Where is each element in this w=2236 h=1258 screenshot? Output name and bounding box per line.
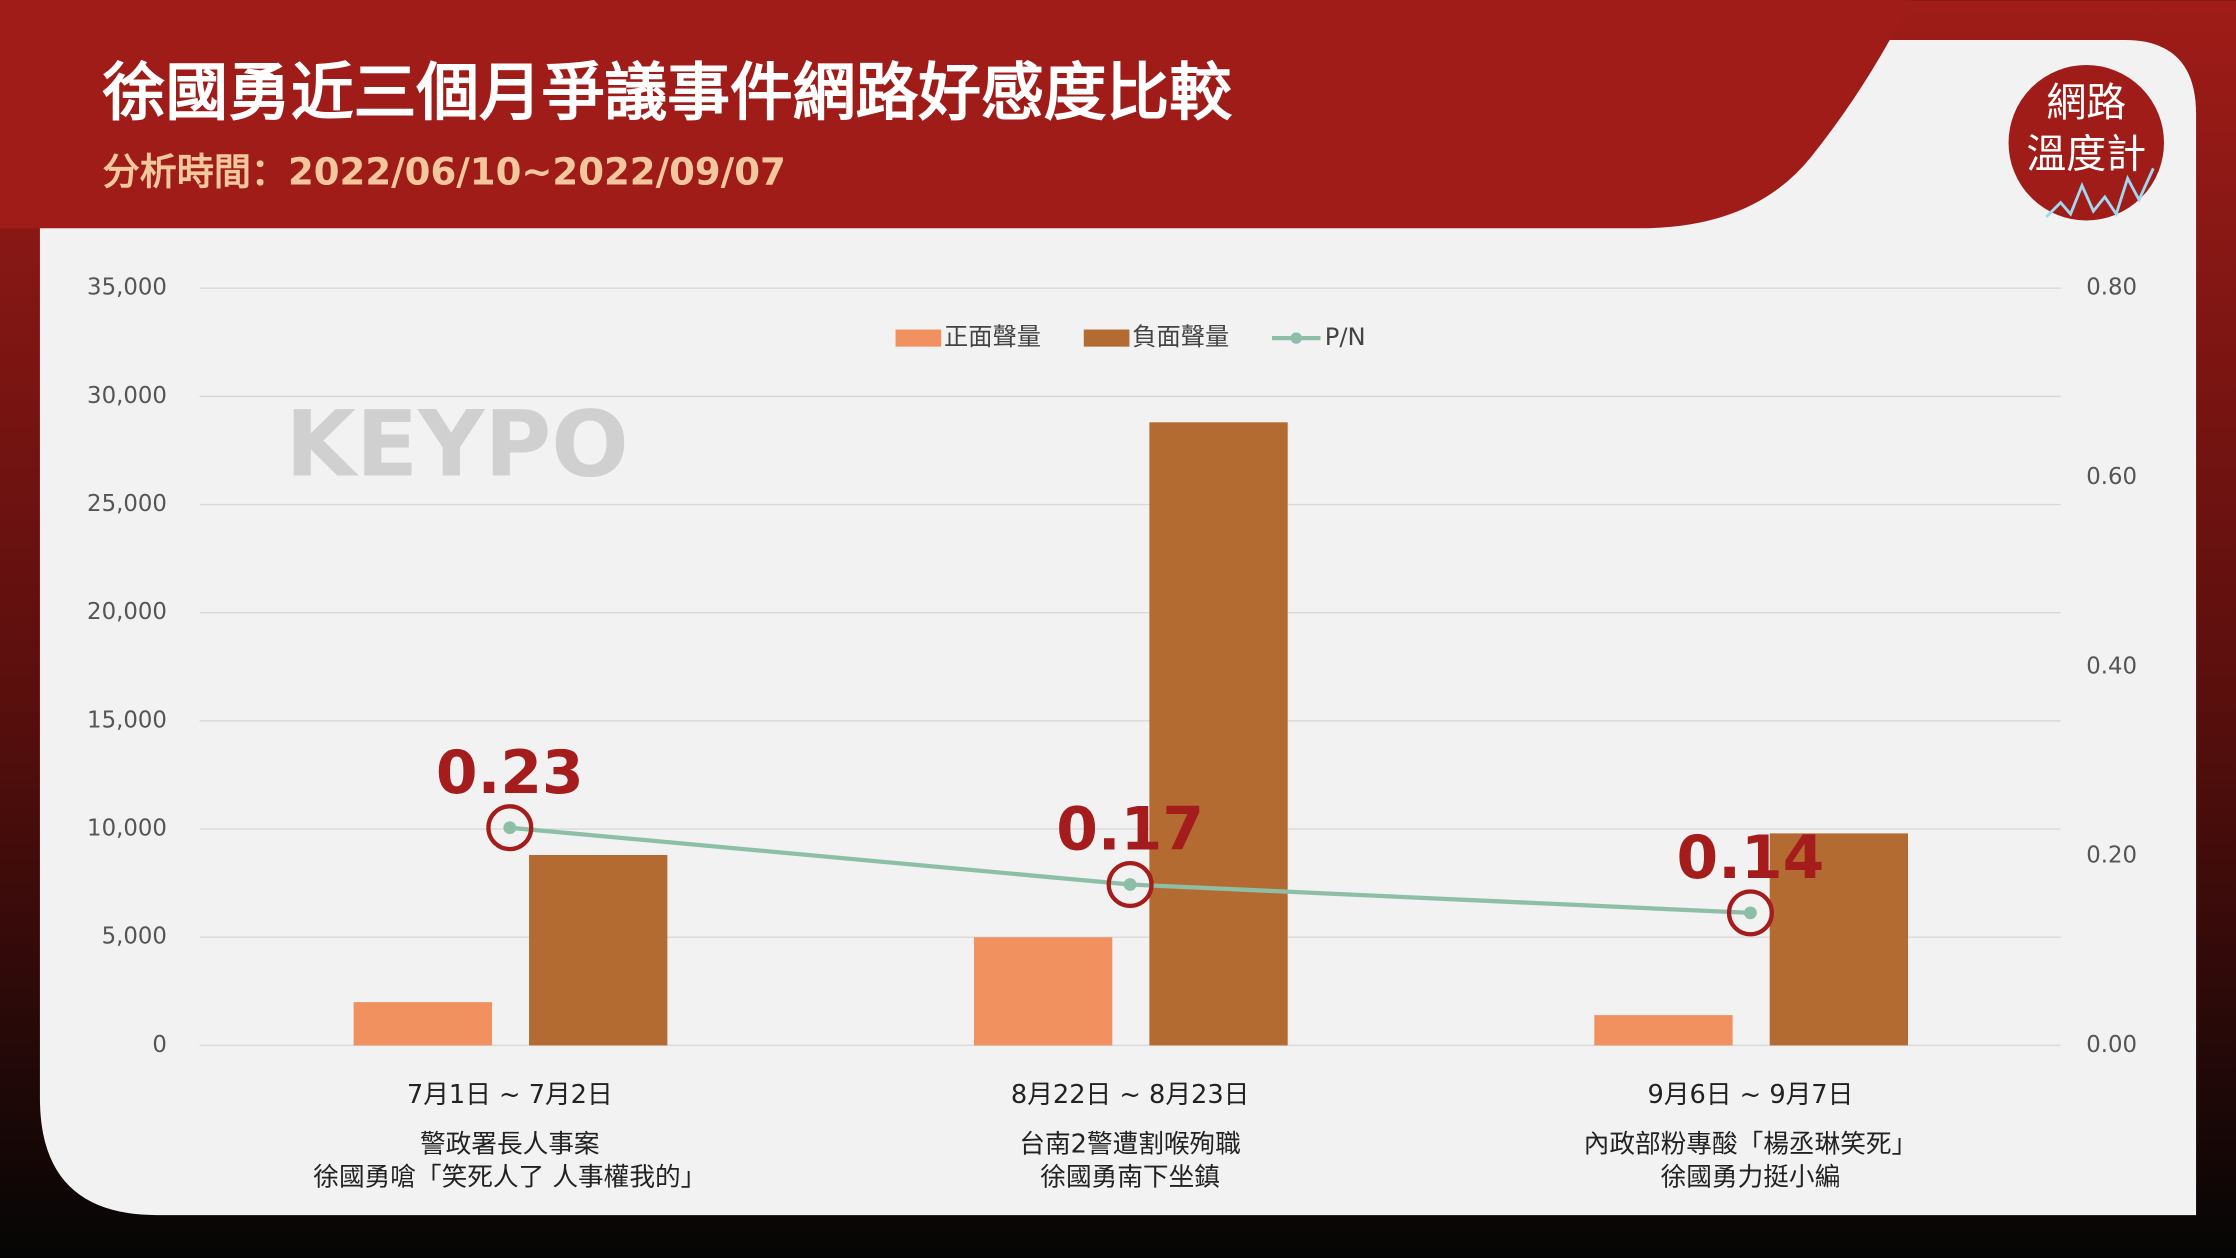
bar [1769, 833, 1909, 1046]
logo-wave [2045, 167, 2155, 218]
data-label: 0.23 [436, 738, 584, 808]
x-tick-label: 徐國勇南下坐鎮 [1040, 1163, 1220, 1193]
bar [529, 855, 668, 1046]
y2-tick-label: 0.80 [2086, 275, 2137, 301]
header-band [0, 0, 1911, 229]
y2-tick-label: 0.20 [2086, 843, 2137, 869]
x-tick-label: 內政部粉專酸「楊丞琳笑死」 [1584, 1130, 1918, 1160]
data-label: 0.17 [1056, 795, 1204, 865]
x-tick-label: 徐國勇力挺小編 [1661, 1163, 1841, 1193]
y-tick-label: 25,000 [87, 491, 167, 517]
title: 徐國勇近三個月爭議事件網路好感度比較 [102, 56, 1232, 129]
subtitle: 分析時間：2022/06/10~2022/09/07 [103, 151, 786, 194]
bar [353, 1002, 492, 1046]
y2-tick-label: 0.40 [2086, 653, 2137, 679]
legend-label: 正面聲量 [944, 322, 1041, 351]
y-tick-label: 0 [152, 1032, 167, 1058]
point [1744, 906, 1757, 920]
point [503, 821, 517, 835]
bar [1149, 422, 1288, 1046]
x-tick-label: 徐國勇嗆「笑死人了 人事權我的」 [313, 1163, 706, 1193]
legend-swatch [895, 329, 942, 347]
x-tick-label: 7月1日 ~ 7月2日 [407, 1080, 613, 1110]
legend-swatch [1083, 329, 1130, 347]
y2-tick-label: 0.00 [2086, 1032, 2137, 1058]
logo-text: 網路 [2046, 80, 2126, 126]
y-tick-label: 5,000 [102, 924, 167, 950]
bar [1594, 1015, 1733, 1046]
point [1123, 878, 1137, 891]
x-tick-label: 台南2警遭割喉殉職 [1019, 1130, 1241, 1160]
y-tick-label: 10,000 [87, 816, 167, 842]
bar [973, 937, 1113, 1046]
legend-label: 負面聲量 [1132, 322, 1229, 351]
point-highlight [1106, 860, 1154, 909]
watermark: KEYPO [285, 391, 629, 498]
y-tick-label: 20,000 [87, 599, 167, 625]
data-label: 0.14 [1677, 823, 1825, 893]
y-tick-label: 35,000 [87, 275, 167, 301]
logo-text: 溫度計 [2026, 131, 2146, 177]
x-tick-label: 9月6日 ~ 9月7日 [1648, 1080, 1854, 1110]
y-tick-label: 30,000 [87, 383, 167, 409]
x-tick-label: 警政署長人事案 [420, 1130, 600, 1160]
legend-label: P/N [1325, 322, 1366, 351]
y2-tick-label: 0.60 [2086, 464, 2137, 490]
x-tick-label: 8月22日 ~ 8月23日 [1011, 1080, 1249, 1110]
legend-swatch [1290, 332, 1302, 344]
point-highlight [1726, 889, 1774, 937]
y-tick-label: 15,000 [87, 707, 167, 733]
point-highlight [486, 804, 534, 852]
